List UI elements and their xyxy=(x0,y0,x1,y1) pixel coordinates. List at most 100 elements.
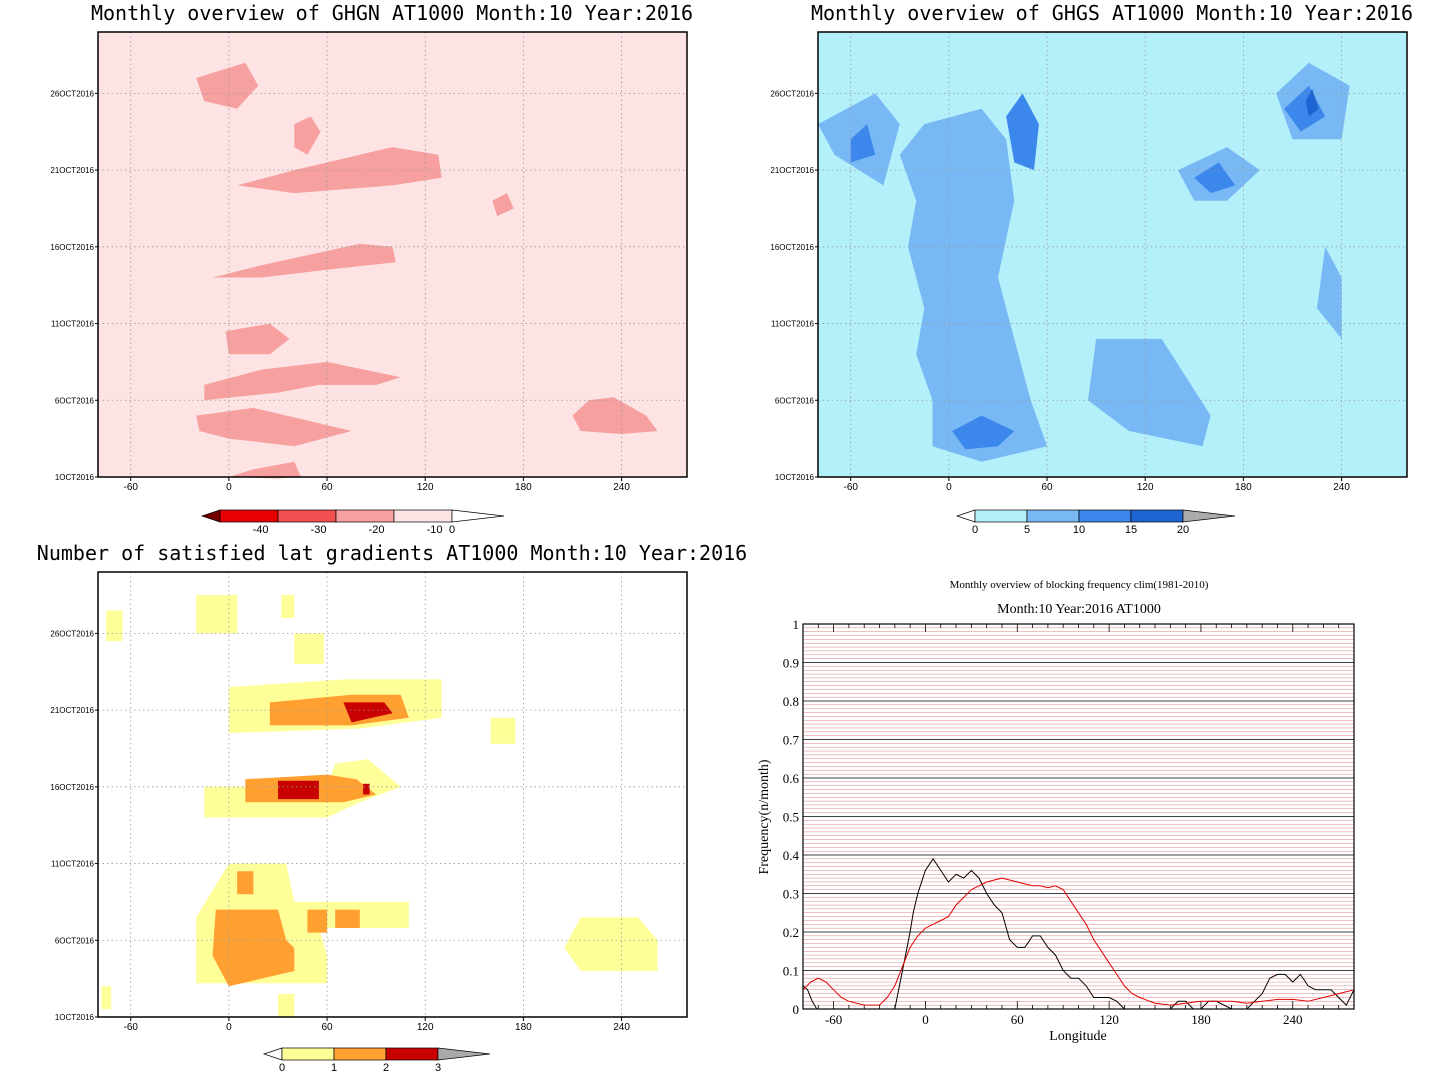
lat-gradients-ytick: 1OCT2016 xyxy=(55,1013,95,1022)
ghgn-ytick: 11OCT2016 xyxy=(51,320,95,329)
contour-patch xyxy=(237,147,442,194)
lat-gradients-colorbar-label: 1 xyxy=(331,1062,337,1074)
ghgn-xtick: -60 xyxy=(123,482,138,493)
blocking-frequency-ylabel: Frequency(n/month) xyxy=(757,759,772,874)
ghgs-ytick: 6OCT2016 xyxy=(775,396,815,405)
blocking-frequency-ytick: 0.6 xyxy=(783,771,800,786)
lat-gradients-colorbar-labels: 0 1 2 3 xyxy=(279,1062,441,1074)
ghgn-title: Monthly overview of GHGN AT1000 Month:10… xyxy=(91,1,693,25)
contour-patch xyxy=(307,909,328,933)
ghgs-ytick: 16OCT2016 xyxy=(770,243,814,252)
lat-gradients-colorbar-label: 2 xyxy=(383,1062,389,1074)
ghgs-xtick: 240 xyxy=(1333,482,1350,493)
blocking-frequency-series xyxy=(802,858,1355,1010)
contour-patch xyxy=(237,871,254,895)
frequency-series-line xyxy=(802,877,1355,1006)
ghgs-frame xyxy=(817,31,1408,478)
ghgs-ytick: 21OCT2016 xyxy=(770,166,814,175)
ghgs-colorbar-label: 20 xyxy=(1177,524,1189,536)
ghgn-x-ticks: -60 0 60 120 180 240 xyxy=(123,482,630,493)
ghgs-ytick: 1OCT2016 xyxy=(775,473,815,482)
colorbar-arrow-left xyxy=(262,1047,283,1061)
ghgn-colorbar-label: -20 xyxy=(369,524,385,536)
ghgs-panel: Monthly overview of GHGS AT1000 Month:10… xyxy=(770,1,1413,536)
contour-patch xyxy=(1088,338,1211,447)
ghgs-xtick: 0 xyxy=(946,482,952,493)
ghgs-xtick: 60 xyxy=(1041,482,1053,493)
ghgs-colorbar-labels: 0 5 10 15 20 xyxy=(972,524,1189,536)
ghgs-xtick: 120 xyxy=(1137,482,1154,493)
colorbar-swatch xyxy=(335,509,395,523)
lat-gradients-xtick: 60 xyxy=(321,1022,333,1033)
blocking-frequency-title: Monthly overview of blocking frequency c… xyxy=(950,579,1209,591)
ghgn-ytick: 6OCT2016 xyxy=(55,396,95,405)
ghgs-contours xyxy=(818,32,1407,477)
ghgn-ytick: 16OCT2016 xyxy=(50,243,94,252)
contour-patch xyxy=(281,595,295,618)
colorbar-swatch xyxy=(277,509,337,523)
contour-patch xyxy=(278,994,295,1017)
ghgn-contours xyxy=(98,32,687,479)
blocking-frequency-y-ticks: 0 0.1 0.2 0.3 0.4 0.5 0.6 0.7 0.8 0.9 1 xyxy=(783,617,800,1017)
ghgn-xtick: 0 xyxy=(226,482,232,493)
lat-gradients-xtick: 0 xyxy=(226,1022,232,1033)
contour-patch xyxy=(196,407,352,447)
contour-patch xyxy=(228,461,301,479)
blocking-frequency-xlabel: Longitude xyxy=(1049,1029,1107,1044)
ghgn-colorbar-label: -10 xyxy=(427,524,443,536)
ghgs-x-ticks: -60 0 60 120 180 240 xyxy=(843,482,1350,493)
blocking-frequency-xtick: 0 xyxy=(922,1012,929,1027)
ghgn-colorbar xyxy=(200,509,505,523)
lat-gradients-ytick: 21OCT2016 xyxy=(50,706,94,715)
colorbar-swatch xyxy=(333,1047,387,1061)
blocking-frequency-grid xyxy=(802,624,1355,1009)
contour-patch xyxy=(212,243,396,278)
ghgn-colorbar-label: -40 xyxy=(253,524,269,536)
lat-gradients-panel: Number of satisfied lat gradients AT1000… xyxy=(37,541,747,1074)
ghgs-colorbar-label: 0 xyxy=(972,524,978,536)
colorbar-arrow-right xyxy=(437,1047,491,1061)
blocking-frequency-ytick: 0.4 xyxy=(783,848,800,863)
blocking-frequency-ytick: 0.5 xyxy=(783,810,799,825)
blocking-frequency-xtick: -60 xyxy=(825,1012,842,1027)
contour-patch xyxy=(1194,162,1236,194)
contour-patch xyxy=(899,108,1048,462)
ghgn-xtick: 60 xyxy=(321,482,333,493)
lat-gradients-colorbar-label: 3 xyxy=(435,1062,441,1074)
blocking-frequency-ytick: 0.3 xyxy=(783,887,799,902)
colorbar-arrow-right xyxy=(1182,509,1236,523)
contour-patch xyxy=(850,124,876,163)
contour-patch xyxy=(1284,85,1326,132)
contour-patch xyxy=(106,610,123,642)
blocking-frequency-ytick: 0 xyxy=(793,1002,800,1017)
lat-gradients-ytick: 6OCT2016 xyxy=(55,936,95,945)
colorbar-arrow-left xyxy=(955,509,976,523)
colorbar-swatch xyxy=(393,509,453,523)
blocking-frequency-ytick: 1 xyxy=(793,617,800,632)
lat-gradients-y-ticks: 1OCT2016 6OCT2016 11OCT2016 16OCT2016 21… xyxy=(50,629,94,1022)
lat-gradients-ytick: 11OCT2016 xyxy=(51,860,95,869)
ghgn-y-ticks: 1OCT2016 6OCT2016 11OCT2016 16OCT2016 21… xyxy=(50,89,94,482)
colorbar-swatch xyxy=(1078,509,1132,523)
colorbar-swatch xyxy=(281,1047,335,1061)
colorbar-swatch xyxy=(219,509,279,523)
contour-patch xyxy=(490,717,516,744)
contour-patch xyxy=(294,633,324,665)
contour-patch xyxy=(294,116,321,155)
ghgn-panel: Monthly overview of GHGN AT1000 Month:10… xyxy=(50,1,693,536)
lat-gradients-colorbar-label: 0 xyxy=(279,1062,285,1074)
ghgs-y-ticks: 1OCT2016 6OCT2016 11OCT2016 16OCT2016 21… xyxy=(770,89,814,482)
lat-gradients-xtick: 120 xyxy=(417,1022,434,1033)
contour-patch xyxy=(335,909,360,928)
blocking-frequency-xtick: 180 xyxy=(1191,1012,1211,1027)
contour-patch xyxy=(572,397,658,434)
ghgn-colorbar-labels: -40 -30 -20 -10 0 xyxy=(253,524,455,536)
frequency-series-line xyxy=(802,858,1355,1010)
colorbar-arrow-left xyxy=(200,509,221,523)
ghgs-title: Monthly overview of GHGS AT1000 Month:10… xyxy=(811,1,1413,25)
blocking-frequency-x-ticks: -60 0 60 120 180 240 xyxy=(825,1012,1303,1027)
colorbar-swatch xyxy=(385,1047,439,1061)
ghgs-colorbar-label: 5 xyxy=(1024,524,1030,536)
ghgn-frame xyxy=(97,31,688,478)
